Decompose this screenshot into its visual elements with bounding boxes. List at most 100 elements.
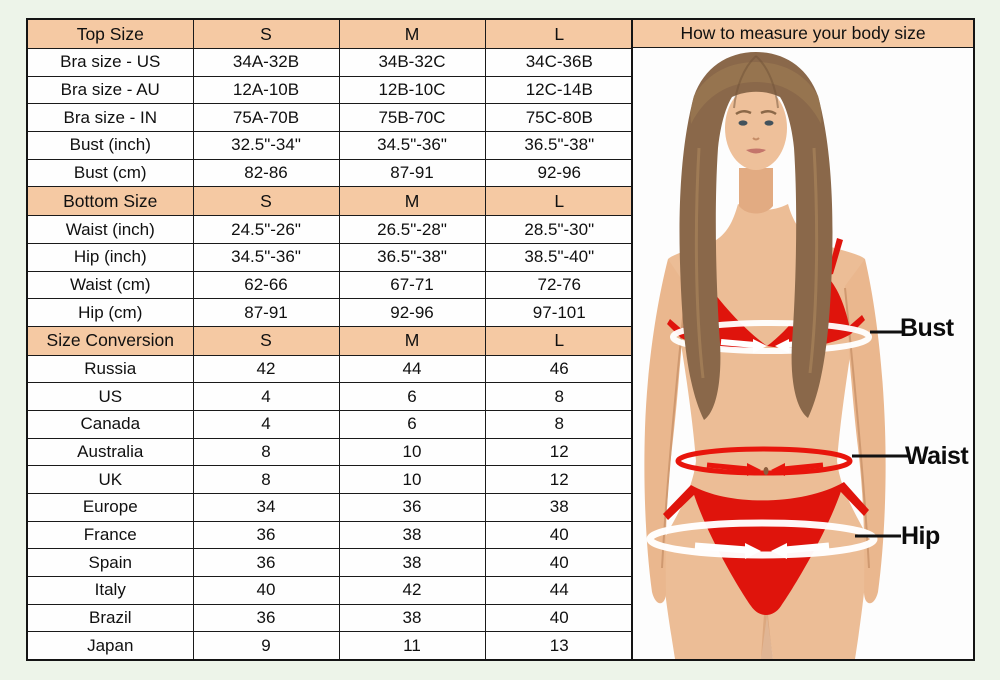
- section-header-row: Size Conversion S M L: [26, 325, 635, 356]
- size-cell: 40: [484, 520, 635, 550]
- size-cell: 24.5"-26": [192, 215, 340, 244]
- hip-tape-arrows: [694, 542, 830, 559]
- size-cell: 40: [484, 548, 635, 577]
- section-title: Top Size: [26, 18, 194, 50]
- nose: [752, 137, 760, 141]
- table-row: Canada 4 6 8: [26, 410, 635, 439]
- table-row: Bra size - AU 12A-10B 12B-10C 12C-14B: [26, 75, 635, 105]
- row-label: Canada: [26, 410, 194, 439]
- eye-left: [738, 120, 748, 126]
- waist-tape: [675, 446, 853, 476]
- table-row: Russia 42 44 46: [26, 354, 635, 384]
- size-chart-table: Top Size S M L Bra size - US 34A-32B 34B…: [26, 18, 635, 661]
- size-cell: 42: [192, 354, 340, 384]
- size-cell: 97-101: [484, 298, 635, 327]
- table-row: Europe 34 36 38: [26, 492, 635, 522]
- section-header-row: Top Size S M L: [26, 18, 635, 50]
- size-cell: 38: [484, 492, 635, 522]
- size-cell: 38.5"-40": [484, 242, 635, 272]
- eyebrow-left: [735, 110, 752, 116]
- size-cell: 40: [484, 603, 635, 633]
- col-header-l: L: [484, 186, 635, 217]
- eyebrow-right: [760, 110, 777, 116]
- size-cell: 34A-32B: [192, 48, 340, 77]
- row-label: Hip (cm): [26, 298, 194, 327]
- size-cell: 32.5"-34": [192, 131, 340, 160]
- size-cell: 12C-14B: [484, 75, 635, 105]
- table-row: Bra size - US 34A-32B 34B-32C 34C-36B: [26, 48, 635, 77]
- leader-lines: [852, 330, 909, 538]
- section-title: Bottom Size: [26, 186, 194, 217]
- lips: [746, 148, 766, 154]
- row-label: Bra size - IN: [26, 103, 194, 133]
- hip-label: Hip: [901, 522, 940, 550]
- row-label: Europe: [26, 492, 194, 522]
- table-row: Australia 8 10 12: [26, 437, 635, 467]
- size-cell: 38: [338, 548, 486, 577]
- size-cell: 75A-70B: [192, 103, 340, 133]
- size-cell: 36: [192, 603, 340, 633]
- body-figure: [644, 52, 909, 659]
- size-cell: 4: [192, 382, 340, 412]
- bikini-bottom: [663, 482, 869, 615]
- size-cell: 34.5"-36": [338, 131, 486, 160]
- size-cell: 8: [192, 465, 340, 494]
- col-header-l: L: [484, 325, 635, 356]
- col-header-l: L: [484, 18, 635, 50]
- size-cell: 13: [484, 631, 635, 661]
- size-cell: 34C-36B: [484, 48, 635, 77]
- row-label: Brazil: [26, 603, 194, 633]
- size-cell: 44: [484, 575, 635, 605]
- table-row: Bra size - IN 75A-70B 75B-70C 75C-80B: [26, 103, 635, 133]
- table-row: Japan 9 11 13: [26, 631, 635, 661]
- size-cell: 11: [338, 631, 486, 661]
- size-cell: 8: [484, 382, 635, 412]
- row-label: Spain: [26, 548, 194, 577]
- size-cell: 92-96: [338, 298, 486, 327]
- size-cell: 46: [484, 354, 635, 384]
- size-cell: 34B-32C: [338, 48, 486, 77]
- size-cell: 44: [338, 354, 486, 384]
- size-cell: 8: [192, 437, 340, 467]
- size-cell: 62-66: [192, 270, 340, 300]
- size-cell: 12B-10C: [338, 75, 486, 105]
- size-cell: 36: [192, 548, 340, 577]
- section-header-row: Bottom Size S M L: [26, 186, 635, 217]
- row-label: Japan: [26, 631, 194, 661]
- row-label: Russia: [26, 354, 194, 384]
- size-cell: 67-71: [338, 270, 486, 300]
- table-row: Bust (inch) 32.5"-34" 34.5"-36" 36.5"-38…: [26, 131, 635, 160]
- row-label: Bra size - US: [26, 48, 194, 77]
- size-cell: 10: [338, 465, 486, 494]
- hair: [679, 52, 833, 420]
- measure-guide-panel: How to measure your body size: [631, 18, 975, 661]
- size-cell: 34.5"-36": [192, 242, 340, 272]
- col-header-s: S: [192, 325, 340, 356]
- col-header-m: M: [338, 325, 486, 356]
- size-cell: 6: [338, 382, 486, 412]
- row-label: Bust (cm): [26, 158, 194, 188]
- row-label: Italy: [26, 575, 194, 605]
- size-cell: 82-86: [192, 158, 340, 188]
- table-row: US 4 6 8: [26, 382, 635, 412]
- bust-label: Bust: [900, 314, 954, 342]
- table-row: Brazil 36 38 40: [26, 603, 635, 633]
- size-cell: 87-91: [192, 298, 340, 327]
- size-cell: 40: [192, 575, 340, 605]
- size-cell: 34: [192, 492, 340, 522]
- table-row: Waist (inch) 24.5"-26" 26.5"-28" 28.5"-3…: [26, 215, 635, 244]
- eye-right: [764, 120, 774, 126]
- table-row: Italy 40 42 44: [26, 575, 635, 605]
- size-cell: 42: [338, 575, 486, 605]
- size-cell: 38: [338, 520, 486, 550]
- size-cell: 75C-80B: [484, 103, 635, 133]
- size-cell: 9: [192, 631, 340, 661]
- size-cell: 4: [192, 410, 340, 439]
- size-cell: 10: [338, 437, 486, 467]
- hip-tape: [646, 519, 878, 559]
- table-row: Hip (cm) 87-91 92-96 97-101: [26, 298, 635, 327]
- col-header-m: M: [338, 18, 486, 50]
- size-cell: 36.5"-38": [484, 131, 635, 160]
- row-label: UK: [26, 465, 194, 494]
- size-cell: 6: [338, 410, 486, 439]
